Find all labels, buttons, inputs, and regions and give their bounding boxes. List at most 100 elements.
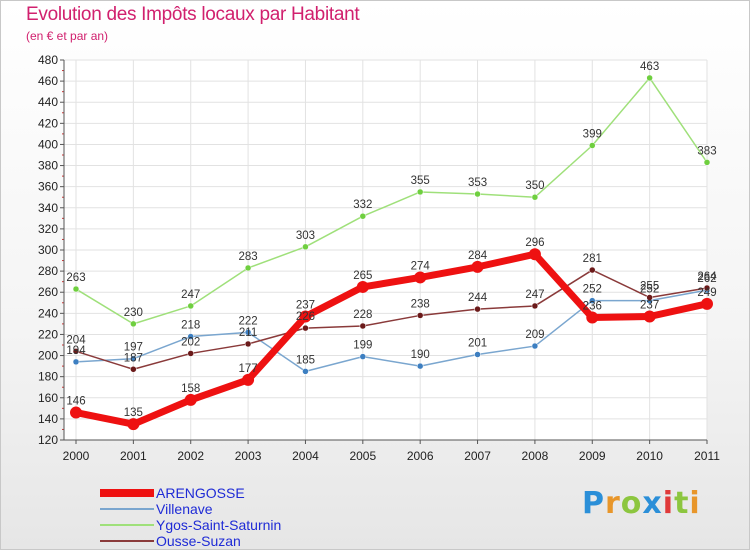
data-label: 197: [124, 342, 143, 354]
data-point: [244, 340, 252, 348]
y-tick-label: 180: [38, 370, 58, 384]
x-tick-label: 2002: [177, 449, 204, 463]
data-label: 249: [697, 287, 716, 299]
y-tick-label: 340: [38, 201, 58, 215]
data-label: 228: [353, 309, 372, 321]
chart-title: Evolution des Impôts locaux par Habitant: [26, 4, 360, 25]
y-tick-label: 360: [38, 180, 58, 194]
legend-swatch-ygos: [100, 524, 154, 526]
data-label: 218: [181, 320, 200, 332]
data-label: 199: [353, 340, 372, 352]
x-tick-label: 2010: [636, 449, 663, 463]
data-point: [474, 190, 481, 198]
data-point: [531, 193, 539, 201]
data-point: [242, 373, 255, 386]
data-point: [130, 366, 137, 373]
legend-label-arengosse: ARENGOSSE: [156, 485, 245, 501]
data-point: [72, 358, 80, 366]
logo-letter: x: [642, 486, 663, 521]
y-tick-label: 120: [38, 433, 58, 447]
legend-label-ygos: Ygos-Saint-Saturnin: [156, 517, 282, 533]
data-label: 204: [66, 334, 86, 346]
data-point: [184, 393, 197, 406]
data-label: 202: [181, 336, 200, 348]
data-point: [586, 311, 599, 324]
x-tick-label: 2007: [464, 449, 491, 463]
y-tick-label: 440: [38, 95, 58, 109]
data-label: 399: [583, 129, 602, 141]
data-point: [130, 320, 137, 328]
data-point: [299, 310, 312, 323]
data-label: 350: [525, 180, 544, 192]
series-line-ousse-suzan: [75, 269, 708, 371]
data-point: [127, 418, 140, 431]
legend-swatch-villenave: [100, 508, 154, 510]
data-point: [531, 342, 539, 350]
logo-letter: r: [605, 486, 621, 521]
y-tick-label: 280: [38, 264, 58, 278]
data-label: 237: [640, 300, 659, 312]
data-point: [643, 310, 656, 323]
data-label: 281: [583, 253, 602, 265]
data-label: 264: [697, 271, 717, 283]
legend-swatch-arengosse: [100, 489, 154, 497]
data-point: [244, 329, 252, 336]
data-label: 463: [640, 61, 659, 73]
logo-letter: o: [620, 486, 643, 521]
data-point: [130, 355, 137, 362]
data-label: 284: [468, 250, 488, 262]
legend-swatch-ousse-suzan: [100, 540, 154, 542]
data-label: 332: [353, 199, 372, 211]
data-label: 303: [296, 230, 315, 242]
data-label: 185: [296, 354, 315, 366]
data-point: [646, 74, 653, 82]
data-point: [72, 285, 80, 293]
data-label: 135: [124, 407, 143, 419]
data-point: [187, 333, 194, 340]
data-point: [356, 280, 369, 293]
data-point: [302, 368, 309, 375]
y-tick-label: 140: [38, 412, 58, 426]
data-point: [646, 294, 653, 301]
data-point: [359, 322, 367, 330]
logo-letter: P: [582, 486, 605, 521]
data-point: [414, 271, 427, 284]
data-point: [70, 406, 82, 419]
data-label: 283: [238, 251, 257, 263]
x-tick-label: 2008: [522, 449, 549, 463]
y-tick-label: 380: [38, 159, 58, 173]
legend-label-ousse-suzan: Ousse-Suzan: [156, 533, 241, 549]
y-tick-label: 320: [38, 222, 58, 236]
data-point: [416, 188, 424, 196]
data-point: [416, 362, 424, 370]
data-label: 252: [583, 284, 602, 296]
data-label: 146: [66, 396, 85, 408]
data-label: 255: [640, 281, 659, 293]
data-point: [359, 212, 367, 220]
data-point: [589, 266, 596, 274]
data-label: 230: [124, 307, 143, 319]
y-tick-label: 300: [38, 243, 58, 257]
data-point: [589, 142, 596, 149]
proxiti-logo: Proxiti: [582, 486, 701, 521]
data-label: 383: [697, 145, 716, 157]
data-point: [701, 297, 713, 310]
data-point: [302, 324, 309, 332]
data-point: [703, 159, 711, 166]
data-label: 247: [181, 289, 200, 301]
x-tick-label: 2004: [292, 449, 319, 463]
y-tick-label: 480: [38, 53, 58, 67]
data-label: 296: [525, 237, 544, 249]
data-point: [244, 264, 252, 272]
chart-subtitle: (en € et par an): [26, 29, 109, 43]
data-label: 201: [468, 338, 487, 350]
data-label: 158: [181, 383, 200, 395]
x-tick-label: 2006: [407, 449, 434, 463]
data-label: 238: [411, 298, 430, 310]
x-tick-label: 2000: [63, 449, 90, 463]
data-label: 194: [66, 345, 86, 357]
data-label: 236: [583, 301, 602, 313]
y-tick-label: 220: [38, 327, 58, 341]
x-tick-label: 2005: [349, 449, 376, 463]
data-label: 211: [239, 327, 257, 339]
